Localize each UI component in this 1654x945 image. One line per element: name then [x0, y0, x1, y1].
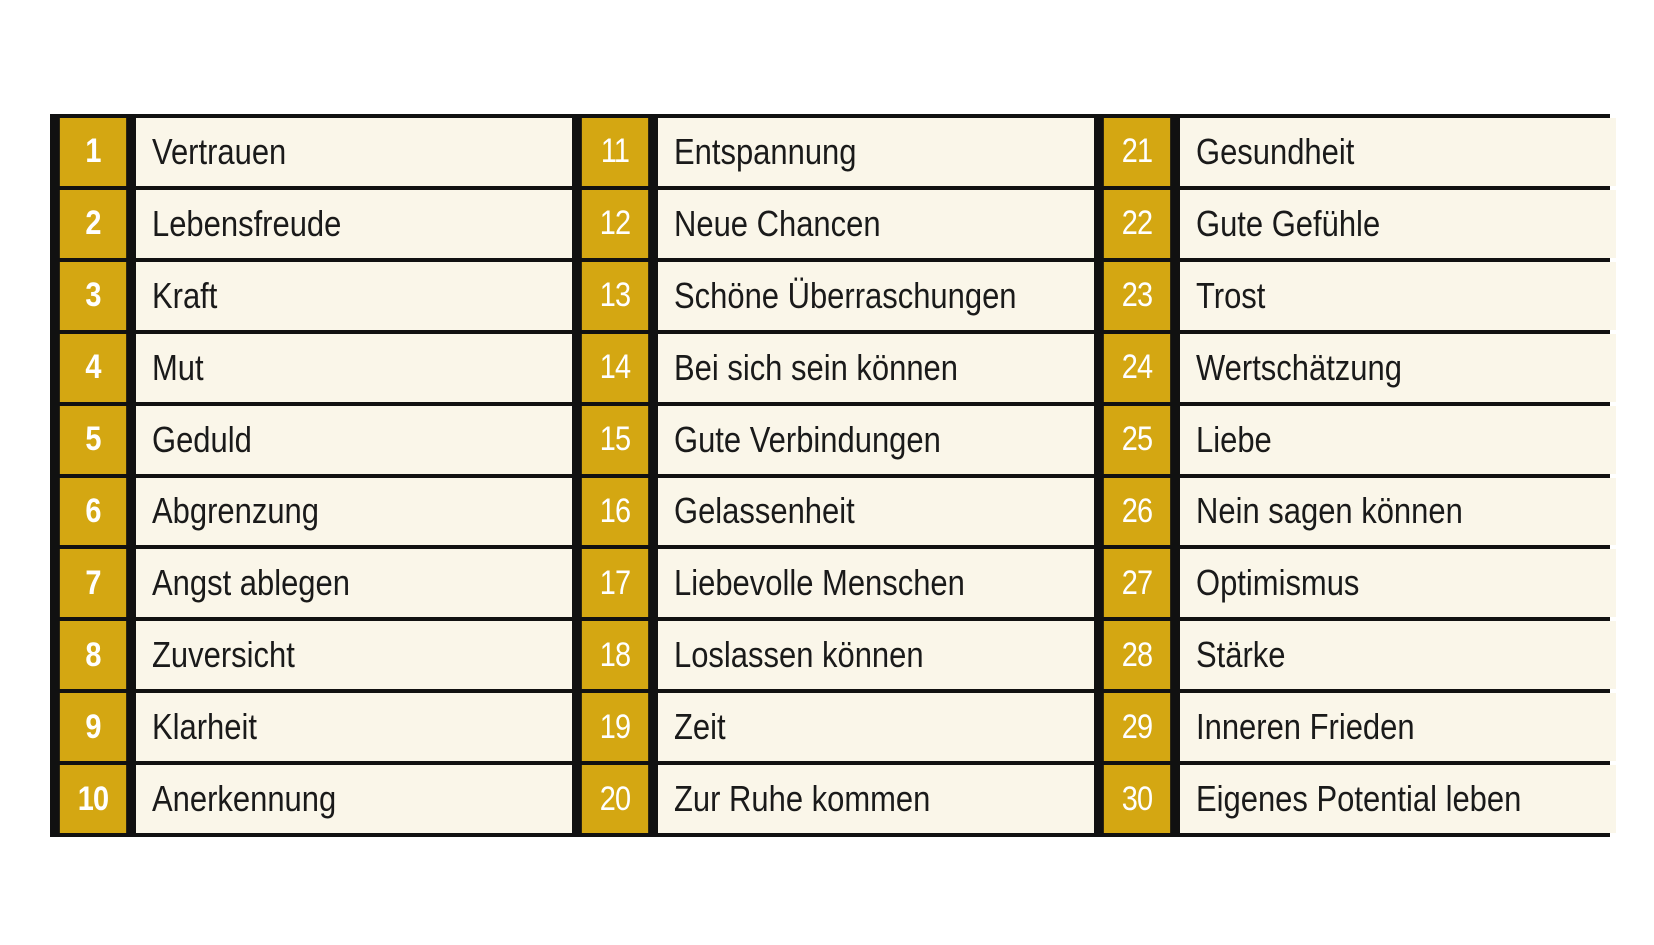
label-cell: Abgrenzung	[136, 477, 572, 546]
label-text: Entspannung	[674, 130, 857, 172]
label-cell: Liebevolle Menschen	[658, 549, 1094, 618]
label-text: Wertschätzung	[1196, 346, 1402, 388]
label-text: Liebe	[1196, 418, 1272, 460]
label-text: Neue Chancen	[674, 202, 881, 244]
number-cell: 7	[59, 549, 127, 618]
label-text: Schöne Überraschungen	[674, 274, 1017, 316]
number-cell: 18	[581, 621, 649, 690]
label-text: Klarheit	[152, 706, 257, 748]
label-cell: Liebe	[1180, 405, 1616, 474]
label-text: Eigenes Potential leben	[1196, 778, 1522, 820]
label-cell: Vertrauen	[136, 118, 572, 186]
number-cell: 5	[59, 405, 127, 474]
number-cell: 19	[581, 693, 649, 762]
number-cell: 30	[1103, 765, 1171, 833]
number-cell: 11	[581, 118, 649, 186]
label-text: Angst ablegen	[152, 562, 350, 604]
number-cell: 8	[59, 621, 127, 690]
label-cell: Bei sich sein können	[658, 333, 1094, 402]
label-text: Zeit	[674, 706, 726, 748]
number-cell: 2	[59, 189, 127, 258]
label-text: Gelassenheit	[674, 490, 855, 532]
label-text: Anerkennung	[152, 778, 337, 820]
number-cell: 14	[581, 333, 649, 402]
label-text: Gute Verbindungen	[674, 418, 941, 460]
number-cell: 25	[1103, 405, 1171, 474]
label-cell: Gute Verbindungen	[658, 405, 1094, 474]
label-cell: Klarheit	[136, 693, 572, 762]
number-cell: 10	[59, 765, 127, 833]
number-cell: 29	[1103, 693, 1171, 762]
number-cell: 20	[581, 765, 649, 833]
number-cell: 17	[581, 549, 649, 618]
label-text: Gute Gefühle	[1196, 202, 1381, 244]
label-text: Lebensfreude	[152, 202, 342, 244]
label-text: Optimismus	[1196, 562, 1360, 604]
label-cell: Angst ablegen	[136, 549, 572, 618]
number-cell: 28	[1103, 621, 1171, 690]
label-text: Abgrenzung	[152, 490, 319, 532]
number-cell: 9	[59, 693, 127, 762]
label-cell: Inneren Frieden	[1180, 693, 1616, 762]
number-cell: 16	[581, 477, 649, 546]
label-text: Geduld	[152, 418, 252, 460]
label-cell: Wertschätzung	[1180, 333, 1616, 402]
label-cell: Stärke	[1180, 621, 1616, 690]
label-cell: Eigenes Potential leben	[1180, 765, 1616, 833]
number-cell: 4	[59, 333, 127, 402]
label-cell: Zur Ruhe kommen	[658, 765, 1094, 833]
label-cell: Anerkennung	[136, 765, 572, 833]
label-cell: Nein sagen können	[1180, 477, 1616, 546]
label-text: Mut	[152, 346, 204, 388]
label-text: Zuversicht	[152, 634, 295, 676]
label-text: Liebevolle Menschen	[674, 562, 965, 604]
label-cell: Trost	[1180, 261, 1616, 330]
number-cell: 6	[59, 477, 127, 546]
label-text: Inneren Frieden	[1196, 706, 1415, 748]
number-cell: 13	[581, 261, 649, 330]
label-cell: Gesundheit	[1180, 118, 1616, 186]
label-cell: Kraft	[136, 261, 572, 330]
label-cell: Optimismus	[1180, 549, 1616, 618]
number-cell: 3	[59, 261, 127, 330]
label-text: Trost	[1196, 274, 1266, 316]
number-cell: 23	[1103, 261, 1171, 330]
label-text: Vertrauen	[152, 130, 287, 172]
label-text: Kraft	[152, 274, 218, 316]
label-cell: Loslassen können	[658, 621, 1094, 690]
label-cell: Geduld	[136, 405, 572, 474]
word-table: 1 Vertrauen 11 Entspannung 21 Gesundheit 2 Lebe…	[50, 114, 1616, 837]
number-cell: 24	[1103, 333, 1171, 402]
label-text: Zur Ruhe kommen	[674, 778, 931, 820]
number-cell: 1	[59, 118, 127, 186]
number-cell: 22	[1103, 189, 1171, 258]
label-text: Gesundheit	[1196, 130, 1355, 172]
number-cell: 15	[581, 405, 649, 474]
label-cell: Zuversicht	[136, 621, 572, 690]
label-text: Stärke	[1196, 634, 1286, 676]
label-cell: Schöne Überraschungen	[658, 261, 1094, 330]
label-cell: Neue Chancen	[658, 189, 1094, 258]
number-cell: 26	[1103, 477, 1171, 546]
label-text: Bei sich sein können	[674, 346, 958, 388]
label-cell: Mut	[136, 333, 572, 402]
label-cell: Gelassenheit	[658, 477, 1094, 546]
label-cell: Gute Gefühle	[1180, 189, 1616, 258]
number-cell: 12	[581, 189, 649, 258]
number-cell: 21	[1103, 118, 1171, 186]
label-cell: Entspannung	[658, 118, 1094, 186]
label-cell: Lebensfreude	[136, 189, 572, 258]
label-text: Nein sagen können	[1196, 490, 1463, 532]
number-cell: 27	[1103, 549, 1171, 618]
label-cell: Zeit	[658, 693, 1094, 762]
label-text: Loslassen können	[674, 634, 924, 676]
